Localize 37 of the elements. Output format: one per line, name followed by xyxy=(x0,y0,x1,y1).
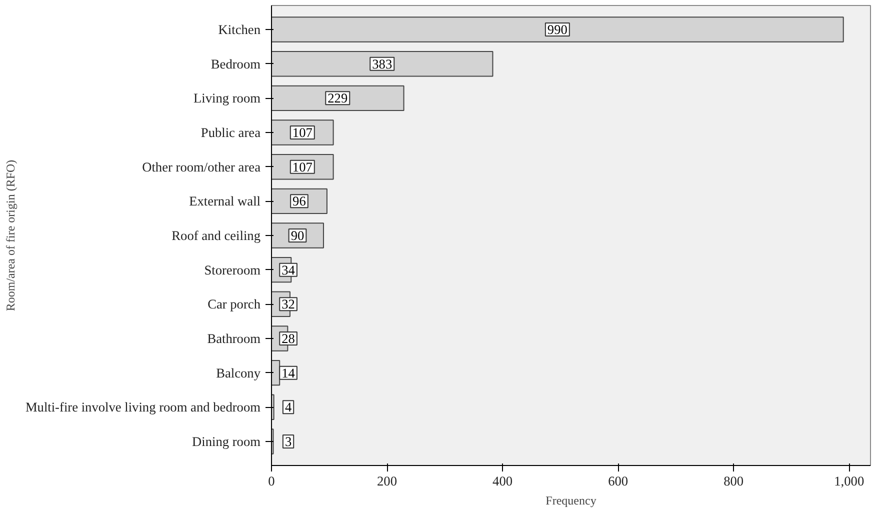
y-tick-label: External wall xyxy=(189,194,261,209)
y-tick-label: Other room/other area xyxy=(142,159,261,174)
x-tick-label: 1,000 xyxy=(834,474,864,488)
y-tick-label: Car porch xyxy=(208,296,261,312)
data-label: 96 xyxy=(292,194,306,209)
data-label: 990 xyxy=(547,22,568,38)
data-label: 229 xyxy=(328,90,348,106)
y-tick-label: Balcony xyxy=(216,365,261,380)
x-tick-label: 400 xyxy=(492,474,513,488)
data-label: 4 xyxy=(284,400,292,415)
x-tick-label: 0 xyxy=(268,474,276,488)
y-tick-label: Dining room xyxy=(192,434,262,449)
y-tick-label: Roof and ceiling xyxy=(172,228,261,243)
data-label: 383 xyxy=(372,56,392,72)
y-tick-label: Storeroom xyxy=(204,262,262,278)
x-tick-label: 600 xyxy=(608,474,628,488)
y-tick-label: Bathroom xyxy=(207,330,262,346)
y-tick-label: Multi-fire involve living room and bedroom xyxy=(25,400,262,415)
y-tick-label: Living room xyxy=(193,90,262,106)
data-label: 107 xyxy=(292,159,313,174)
x-axis-title: Frequency xyxy=(546,494,596,508)
data-label: 14 xyxy=(282,365,296,380)
x-tick-label: 200 xyxy=(377,474,398,488)
data-label: 107 xyxy=(292,125,313,140)
data-label: 34 xyxy=(282,262,296,278)
y-axis-title: Room/area of fire origin (RFO) xyxy=(3,160,18,312)
bar xyxy=(272,85,404,112)
data-label: 28 xyxy=(282,330,296,346)
y-tick-label: Bedroom xyxy=(210,56,262,72)
y-tick-label: Public area xyxy=(200,125,261,140)
data-label: 90 xyxy=(290,228,304,243)
y-tick-label: Kitchen xyxy=(218,22,261,38)
bar xyxy=(272,51,494,77)
bar xyxy=(272,16,844,42)
x-tick-label: 800 xyxy=(724,474,744,488)
data-label: 32 xyxy=(282,296,295,312)
data-label: 3 xyxy=(284,434,292,449)
